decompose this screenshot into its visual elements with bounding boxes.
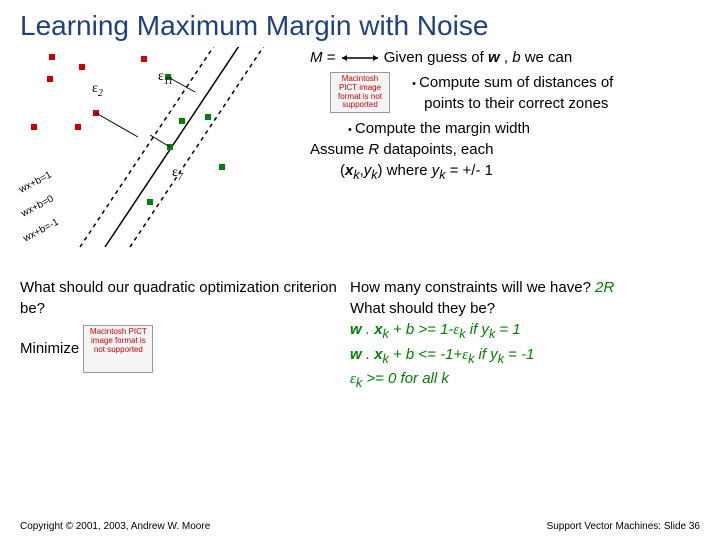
constraint-3: εk >= 0 for all k — [350, 368, 700, 393]
pair-line: (xk,yk) where yk = +/- 1 — [310, 160, 700, 185]
k1: k — [353, 168, 359, 182]
bottom-row: What should our quadratic optimization c… — [0, 267, 720, 393]
q-constraints: How many constraints will we have? 2R — [350, 277, 700, 298]
c2-post: if y — [474, 346, 497, 363]
c3-post: >= 0 for all k — [362, 370, 449, 387]
eps-label: ε7 — [172, 165, 183, 183]
c1-end: = 1 — [495, 321, 520, 338]
pair-post: ) where — [378, 162, 432, 179]
c2-mid: + b <= -1+ — [389, 346, 462, 363]
text-column: M = Given guess of w , b we can Macintos… — [300, 47, 700, 267]
bullet-2: Compute the margin width — [310, 118, 700, 139]
R-var: R — [368, 141, 379, 158]
m-arrow — [340, 53, 380, 63]
slide-number: Support Vector Machines: Slide 36 — [547, 521, 700, 532]
c1-w: w — [350, 321, 362, 338]
minimize-line: Minimize Macintosh PICT image format is … — [20, 325, 350, 373]
c1-post: if y — [466, 321, 489, 338]
m-equals-line: M = Given guess of w , b we can — [310, 47, 700, 68]
c1-mid: + b >= 1- — [389, 321, 454, 338]
main-content: wx+b=1 wx+b=0 wx+b=-1 ε2ε11ε7 M = Given … — [0, 47, 720, 267]
copyright: Copyright © 2001, 2003, Andrew W. Moore — [20, 521, 210, 532]
c2-dot: . — [362, 346, 375, 363]
q-what: What should they be? — [350, 298, 700, 319]
ans-2r: 2R — [595, 279, 614, 296]
assume-post: datapoints, each — [379, 141, 493, 158]
diagram-column: wx+b=1 wx+b=0 wx+b=-1 ε2ε11ε7 — [20, 47, 300, 267]
pict-row: Macintosh PICT image format is not suppo… — [310, 72, 700, 114]
pict-icon-2: Macintosh PICT image format is not suppo… — [83, 325, 153, 373]
b-var: b — [512, 49, 520, 66]
w-var: w — [488, 49, 500, 66]
eps-label: ε2 — [92, 81, 103, 99]
comma: , — [500, 49, 513, 66]
assume-pre: Assume — [310, 141, 368, 158]
we-can: we can — [521, 49, 573, 66]
q-criterion: What should our quadratic optimization c… — [20, 277, 350, 319]
pair-eq: = +/- 1 — [445, 162, 493, 179]
constraint-1: w . xk + b >= 1-εk if yk = 1 — [350, 319, 700, 344]
given-guess: Given guess of — [384, 49, 488, 66]
c1-x: x — [374, 321, 382, 338]
minimize-word: Minimize — [20, 340, 79, 357]
c1-dot: . — [362, 321, 375, 338]
q-constraints-pre: How many constraints will we have? — [350, 279, 595, 296]
bottom-left: What should our quadratic optimization c… — [20, 277, 350, 393]
m-eq: M = — [310, 49, 340, 66]
c2-w: w — [350, 346, 362, 363]
constraint-2: w . xk + b <= -1+εk if yk = -1 — [350, 344, 700, 369]
bottom-right: How many constraints will we have? 2R Wh… — [350, 277, 700, 393]
pict-icon: Macintosh PICT image format is not suppo… — [330, 72, 390, 113]
assume-line: Assume R datapoints, each — [310, 139, 700, 160]
c2-x: x — [374, 346, 382, 363]
eps-label: ε11 — [158, 69, 173, 87]
bullet-1: Compute sum of distances of points to th… — [394, 72, 614, 114]
c2-end: = -1 — [504, 346, 534, 363]
slide-title: Learning Maximum Margin with Noise — [0, 0, 720, 47]
